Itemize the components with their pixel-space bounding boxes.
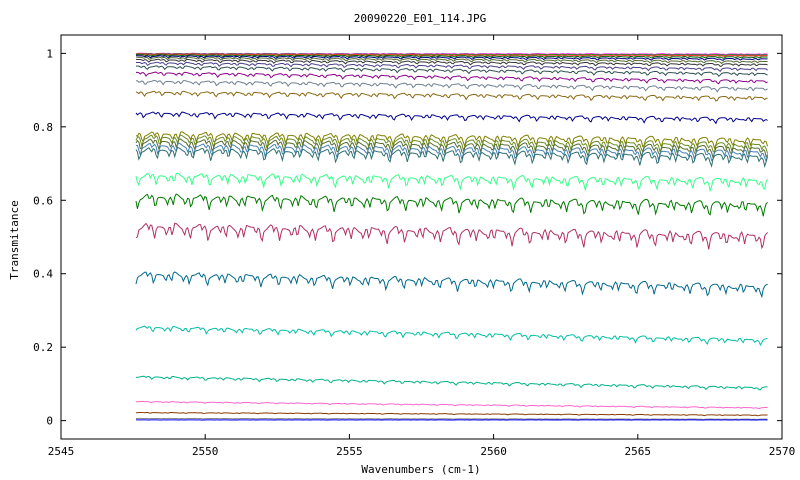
series-line (135, 400, 768, 410)
y-axis-ticks: 0 0.2 0.4 0.6 0.8 1 (33, 47, 782, 428)
series-line (135, 65, 768, 77)
series-line (135, 375, 768, 391)
x-axis-ticks: 2545 2550 2555 2560 2565 2570 (48, 35, 796, 458)
series-line (135, 55, 768, 61)
x-axis-label: Wavenumbers (cm-1) (361, 463, 480, 476)
y-tick-label: 0.6 (33, 194, 53, 207)
x-tick-label: 2555 (336, 445, 363, 458)
y-tick-label: 0.8 (33, 121, 53, 134)
series-line (135, 325, 768, 346)
series-line (135, 54, 768, 59)
series-line (135, 142, 769, 163)
plot-frame (60, 34, 783, 440)
series-layer (135, 52, 769, 421)
series-line (135, 111, 768, 125)
series-line (135, 146, 769, 169)
x-tick-label: 2550 (192, 445, 219, 458)
chart-title: 20090220_E01_114.JPG (354, 12, 486, 25)
series-line (135, 79, 768, 93)
y-tick-label: 0.4 (33, 268, 53, 281)
series-line (135, 134, 769, 154)
series-line (135, 90, 768, 102)
y-tick-label: 1 (46, 47, 53, 60)
x-tick-label: 2545 (48, 445, 75, 458)
series-line (135, 71, 768, 85)
series-line (135, 61, 768, 72)
x-tick-label: 2570 (769, 445, 796, 458)
series-line (135, 58, 768, 67)
x-tick-label: 2560 (480, 445, 507, 458)
series-line (135, 53, 768, 58)
series-line (135, 271, 768, 299)
y-tick-label: 0.2 (33, 341, 53, 354)
series-line (135, 411, 768, 417)
series-line (135, 138, 768, 160)
series-line (135, 193, 768, 217)
y-axis-label: Transmitance (8, 200, 21, 279)
series-line (135, 417, 768, 420)
y-tick-label: 0 (46, 415, 53, 428)
series-line (135, 172, 768, 193)
series-line (135, 222, 768, 250)
series-line (135, 56, 768, 65)
x-tick-label: 2565 (625, 445, 652, 458)
series-line (135, 131, 769, 150)
